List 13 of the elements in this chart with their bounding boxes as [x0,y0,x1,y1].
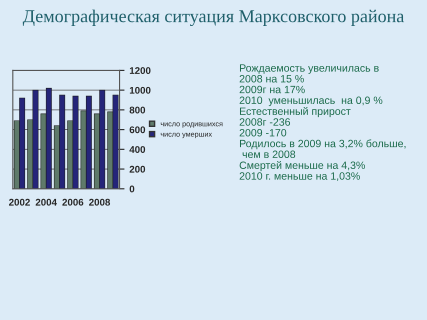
x-tick-label: 2004 [36,198,57,206]
text: Рождаемость увеличилась в 2008 на 15 % 2009г на 17% 2010 уменьшилась на 0,9 % Естественный прирост 2008г -236 2009 -170 Родилось в 2009 на 3,2% больше, чем в 2008 Смертей меньше на 4,3% 2010 г. меньше на 1,03% [240,64,406,181]
y-tick-label: 400 [129,146,146,153]
x-tick-label: 2008 [89,198,110,206]
y-tick-label: 600 [130,126,146,134]
text: Демографическая ситуация Марксовского района [22,10,404,26]
y-tick-label: 1000 [130,86,151,94]
x-tick-label: 2006 [62,198,84,206]
y-tick-label: 1200 [130,67,151,74]
y-tick-label: 0 [130,186,134,192]
y-tick-label: 200 [130,166,146,173]
y-tick-label: 800 [130,106,146,114]
x-tick-label: 2002 [9,198,30,206]
